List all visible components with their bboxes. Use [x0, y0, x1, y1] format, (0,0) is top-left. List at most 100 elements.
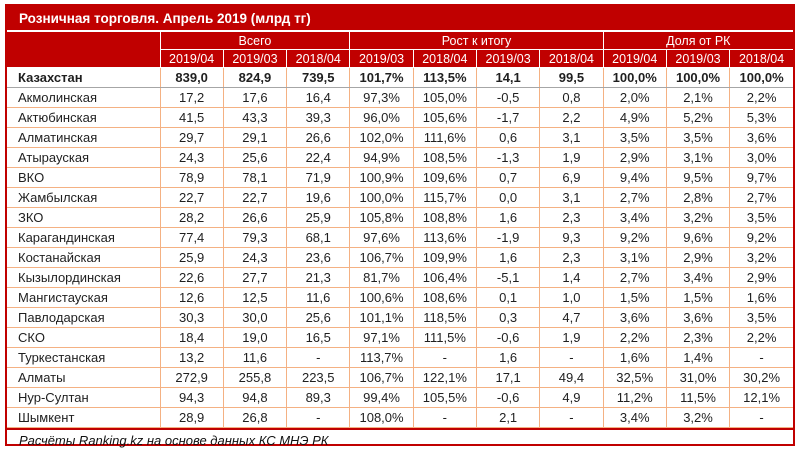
region-cell: Нур-Султан — [7, 388, 160, 408]
value-cell: - — [540, 348, 603, 368]
value-cell: -1,9 — [476, 228, 539, 248]
value-cell: 111,6% — [413, 128, 476, 148]
value-cell: 89,3 — [287, 388, 350, 408]
value-cell: 100,0% — [603, 68, 666, 88]
value-cell: 2,7% — [603, 188, 666, 208]
value-cell: 3,5% — [730, 308, 793, 328]
value-cell: 105,0% — [413, 88, 476, 108]
value-cell: 118,5% — [413, 308, 476, 328]
period-column-header: 2018/04 — [730, 50, 793, 68]
region-cell: Костанайская — [7, 248, 160, 268]
value-cell: 99,5 — [540, 68, 603, 88]
value-cell: -0,5 — [476, 88, 539, 108]
value-cell: -5,1 — [476, 268, 539, 288]
value-cell: 100,0% — [350, 188, 413, 208]
value-cell: 4,9 — [540, 388, 603, 408]
value-cell: 2,2 — [540, 108, 603, 128]
value-cell: 3,1% — [666, 148, 729, 168]
value-cell: 22,7 — [223, 188, 286, 208]
value-cell: 12,5 — [223, 288, 286, 308]
value-cell: 113,7% — [350, 348, 413, 368]
value-cell: 12,1% — [730, 388, 793, 408]
value-cell: 100,0% — [666, 68, 729, 88]
value-cell: 29,7 — [160, 128, 223, 148]
value-cell: 28,9 — [160, 408, 223, 428]
period-column-header: 2019/03 — [350, 50, 413, 68]
value-cell: - — [730, 408, 793, 428]
value-cell: 3,0% — [730, 148, 793, 168]
value-cell: 94,9% — [350, 148, 413, 168]
value-cell: 19,6 — [287, 188, 350, 208]
region-cell: Кызылординская — [7, 268, 160, 288]
region-cell: ВКО — [7, 168, 160, 188]
value-cell: 26,8 — [223, 408, 286, 428]
source-note: Расчёты Ranking.kz на основе данных КС М… — [7, 428, 793, 451]
value-cell: 3,2% — [730, 248, 793, 268]
value-cell: 0,3 — [476, 308, 539, 328]
value-cell: 79,3 — [223, 228, 286, 248]
value-cell: 23,6 — [287, 248, 350, 268]
value-cell: 2,0% — [603, 88, 666, 108]
value-cell: 2,9% — [666, 248, 729, 268]
value-cell: 78,9 — [160, 168, 223, 188]
value-cell: 1,9 — [540, 148, 603, 168]
value-cell: 9,7% — [730, 168, 793, 188]
value-cell: - — [287, 408, 350, 428]
region-cell: Атырауская — [7, 148, 160, 168]
value-cell: 6,9 — [540, 168, 603, 188]
value-cell: 41,5 — [160, 108, 223, 128]
value-cell: 29,1 — [223, 128, 286, 148]
value-cell: 101,1% — [350, 308, 413, 328]
region-cell: Актюбинская — [7, 108, 160, 128]
region-cell: Шымкент — [7, 408, 160, 428]
value-cell: 81,7% — [350, 268, 413, 288]
value-cell: 12,6 — [160, 288, 223, 308]
value-cell: 0,8 — [540, 88, 603, 108]
region-cell: Павлодарская — [7, 308, 160, 328]
value-cell: 1,5% — [603, 288, 666, 308]
value-cell: -1,7 — [476, 108, 539, 128]
value-cell: 3,4% — [666, 268, 729, 288]
value-cell: 2,1% — [666, 88, 729, 108]
value-cell: 11,6 — [287, 288, 350, 308]
value-cell: -0,6 — [476, 328, 539, 348]
value-cell: 11,6 — [223, 348, 286, 368]
value-cell: 31,0% — [666, 368, 729, 388]
value-cell: 1,6 — [476, 208, 539, 228]
value-cell: 68,1 — [287, 228, 350, 248]
value-cell: 5,3% — [730, 108, 793, 128]
region-cell: Карагандинская — [7, 228, 160, 248]
value-cell: 109,6% — [413, 168, 476, 188]
value-cell: 28,2 — [160, 208, 223, 228]
value-cell: 1,5% — [666, 288, 729, 308]
value-cell: 5,2% — [666, 108, 729, 128]
value-cell: 1,4 — [540, 268, 603, 288]
value-cell: 4,7 — [540, 308, 603, 328]
value-cell: -1,3 — [476, 148, 539, 168]
value-cell: 17,6 — [223, 88, 286, 108]
value-cell: 3,1% — [603, 248, 666, 268]
region-cell: Акмолинская — [7, 88, 160, 108]
value-cell: 108,8% — [413, 208, 476, 228]
value-cell: 77,4 — [160, 228, 223, 248]
value-cell: 32,5% — [603, 368, 666, 388]
value-cell: 105,6% — [413, 108, 476, 128]
value-cell: 100,9% — [350, 168, 413, 188]
value-cell: 22,4 — [287, 148, 350, 168]
value-cell: 3,2% — [666, 208, 729, 228]
value-cell: 3,2% — [666, 408, 729, 428]
value-cell: 2,8% — [666, 188, 729, 208]
value-cell: 11,2% — [603, 388, 666, 408]
value-cell: 94,8 — [223, 388, 286, 408]
value-cell: 106,7% — [350, 248, 413, 268]
region-cell: Алматы — [7, 368, 160, 388]
